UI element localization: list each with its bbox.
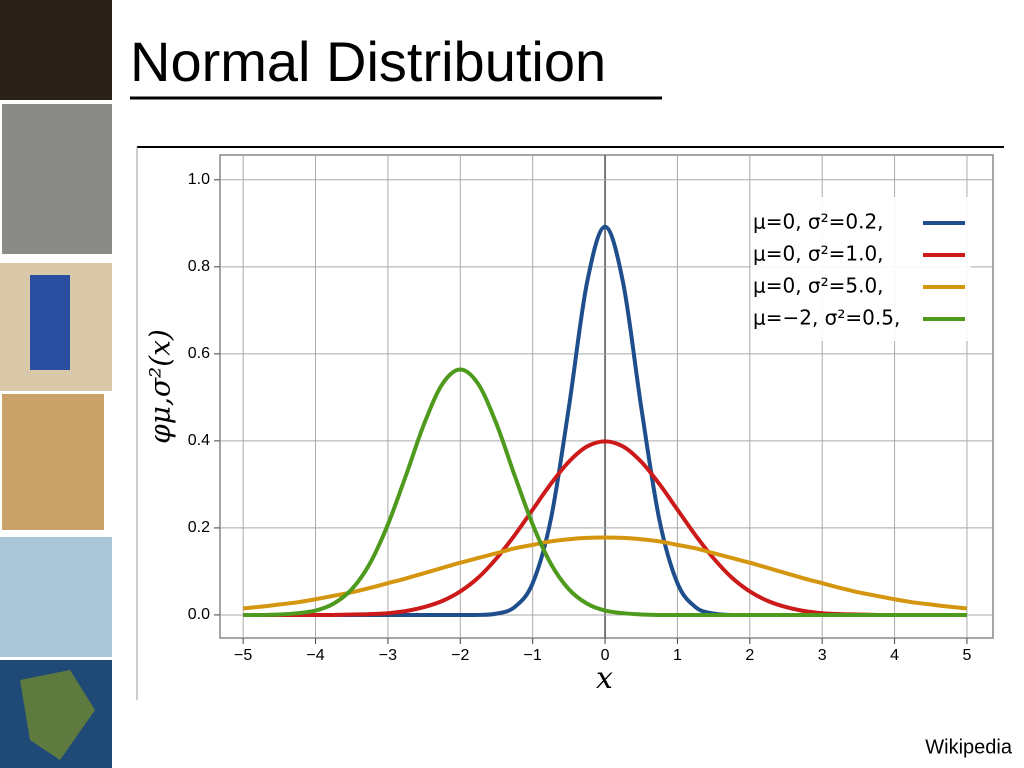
thumbnail-detail xyxy=(20,670,95,760)
series-line xyxy=(243,367,967,617)
series-line xyxy=(242,535,968,611)
thumbnail xyxy=(2,104,112,254)
thumbnail xyxy=(0,0,112,100)
x-tick-label: −1 xyxy=(524,647,542,664)
y-axis-label: φμ,σ²(x) xyxy=(144,329,177,444)
x-tick-label: 4 xyxy=(890,647,899,664)
x-tick-label: −3 xyxy=(379,647,397,664)
credit: Wikipedia xyxy=(925,736,1013,758)
x-tick-label: 3 xyxy=(818,647,827,664)
y-tick-label: 0.4 xyxy=(188,432,210,449)
legend-label: μ=0, σ²=1.0, xyxy=(753,242,884,266)
x-tick-label: −5 xyxy=(234,647,252,664)
x-tick-label: 2 xyxy=(745,647,754,664)
legend-label: μ=0, σ²=0.2, xyxy=(753,210,884,234)
y-tick-label: 0.6 xyxy=(188,345,210,362)
thumbnail xyxy=(2,394,104,530)
y-tick-label: 0.8 xyxy=(188,258,210,275)
x-tick-label: 0 xyxy=(601,647,610,664)
x-tick-label: 1 xyxy=(673,647,682,664)
x-tick-label: −2 xyxy=(451,647,469,664)
slide-title: Normal Distribution xyxy=(130,30,606,93)
y-tick-label: 1.0 xyxy=(188,171,210,188)
legend-label: μ=0, σ²=5.0, xyxy=(753,274,884,298)
thumbnail-detail xyxy=(30,275,70,370)
legend-label: μ=−2, σ²=0.5, xyxy=(753,306,900,330)
x-tick-label: 5 xyxy=(962,647,971,664)
thumbnail xyxy=(0,537,112,657)
y-tick-label: 0.2 xyxy=(188,519,210,536)
y-tick-label: 0.0 xyxy=(188,606,210,623)
x-tick-label: −4 xyxy=(306,647,324,664)
x-axis-label: x xyxy=(596,661,613,696)
